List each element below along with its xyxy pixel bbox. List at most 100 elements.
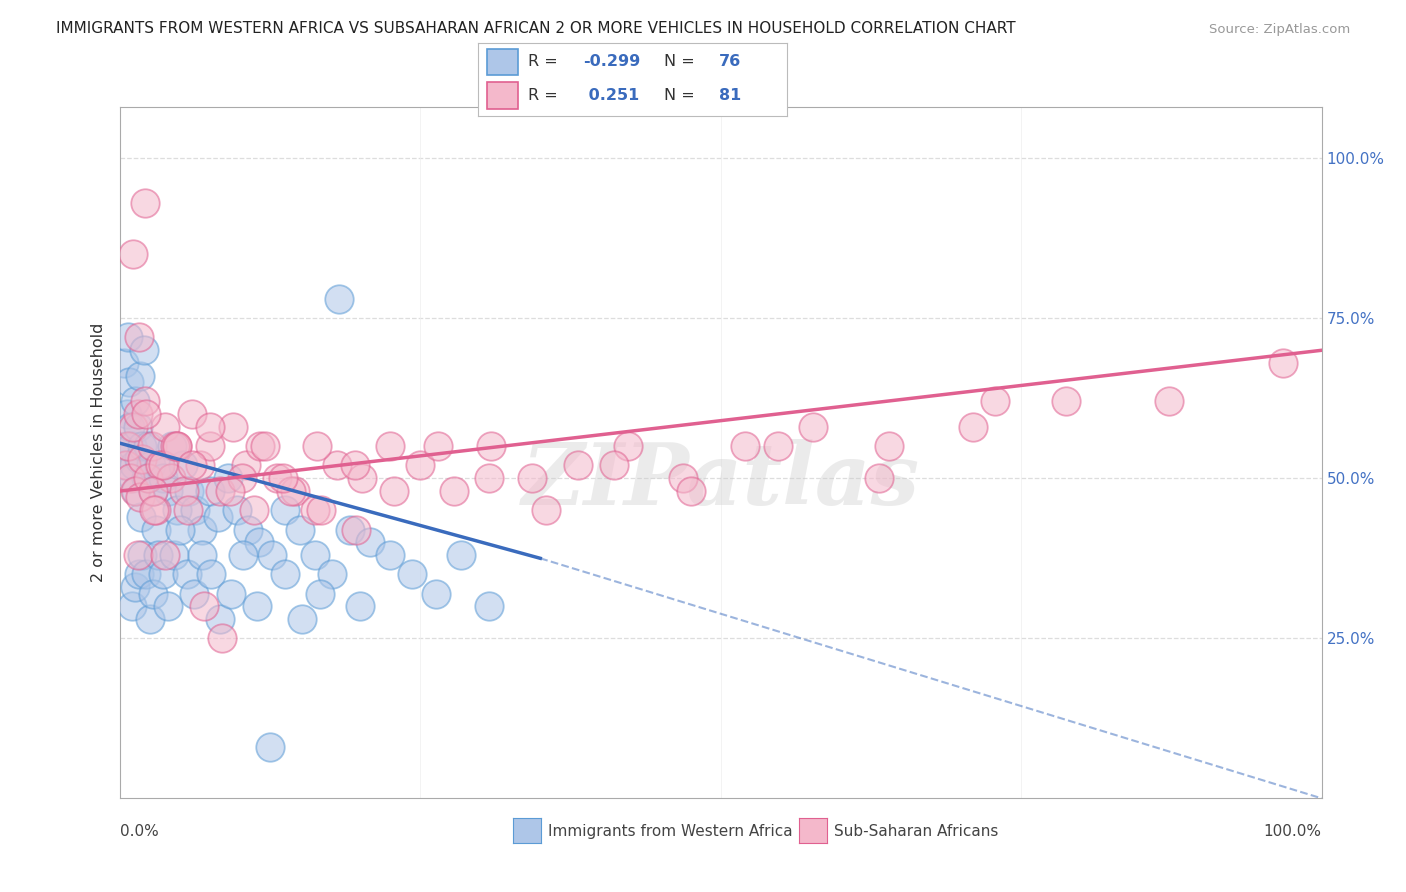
Point bbox=[127, 420, 149, 434]
Text: Sub-Saharan Africans: Sub-Saharan Africans bbox=[834, 824, 998, 838]
Point bbox=[124, 394, 146, 409]
Point bbox=[162, 548, 184, 562]
Y-axis label: 2 or more Vehicles in Household: 2 or more Vehicles in Household bbox=[91, 323, 107, 582]
Point bbox=[142, 586, 165, 600]
Point bbox=[131, 548, 153, 562]
Point bbox=[179, 484, 201, 499]
Text: Immigrants from Western Africa: Immigrants from Western Africa bbox=[548, 824, 793, 838]
Point bbox=[180, 407, 202, 421]
Point bbox=[121, 471, 143, 485]
Point bbox=[288, 523, 311, 537]
Text: 81: 81 bbox=[720, 88, 741, 103]
Point bbox=[200, 567, 222, 582]
Point bbox=[253, 439, 276, 453]
Bar bbox=[488, 49, 519, 75]
Point bbox=[479, 439, 502, 453]
Point bbox=[153, 548, 176, 562]
Point bbox=[304, 503, 326, 517]
Point bbox=[382, 484, 405, 499]
Point bbox=[274, 503, 297, 517]
Point bbox=[131, 439, 153, 453]
Point bbox=[129, 509, 152, 524]
Point bbox=[247, 535, 270, 549]
Point bbox=[877, 439, 900, 453]
Point bbox=[427, 439, 450, 453]
Point bbox=[211, 632, 233, 646]
Point bbox=[734, 439, 756, 453]
Point bbox=[138, 471, 160, 485]
Point bbox=[156, 484, 179, 499]
Point bbox=[184, 503, 207, 517]
Point bbox=[128, 567, 150, 582]
Point bbox=[132, 343, 155, 358]
Point bbox=[149, 458, 172, 473]
Point bbox=[124, 484, 146, 499]
Point bbox=[138, 612, 160, 626]
Text: N =: N = bbox=[664, 54, 700, 70]
Point bbox=[328, 292, 350, 306]
Point bbox=[801, 420, 824, 434]
Point bbox=[443, 484, 465, 499]
Point bbox=[118, 376, 141, 390]
Point bbox=[139, 458, 162, 473]
Point bbox=[209, 484, 232, 499]
Point bbox=[166, 439, 188, 453]
Point bbox=[115, 407, 138, 421]
Point bbox=[236, 523, 259, 537]
Point bbox=[378, 439, 401, 453]
Point bbox=[219, 484, 242, 499]
Point bbox=[156, 599, 179, 614]
Point bbox=[280, 484, 302, 499]
Point bbox=[274, 567, 297, 582]
Point bbox=[143, 503, 166, 517]
Point bbox=[226, 503, 249, 517]
Point bbox=[262, 548, 284, 562]
Point bbox=[209, 612, 232, 626]
Point bbox=[135, 567, 157, 582]
Point bbox=[305, 439, 328, 453]
Point bbox=[138, 439, 160, 453]
Point bbox=[120, 420, 142, 434]
Point bbox=[450, 548, 472, 562]
Point bbox=[120, 471, 142, 485]
Point bbox=[117, 439, 139, 453]
Point bbox=[160, 471, 183, 485]
Point bbox=[134, 394, 156, 409]
Point bbox=[868, 471, 890, 485]
Point bbox=[128, 330, 150, 344]
Point bbox=[291, 612, 314, 626]
Point bbox=[221, 586, 243, 600]
Point bbox=[162, 439, 184, 453]
Point bbox=[235, 458, 257, 473]
Text: Source: ZipAtlas.com: Source: ZipAtlas.com bbox=[1209, 22, 1350, 36]
Point bbox=[243, 503, 266, 517]
Point bbox=[193, 599, 215, 614]
Text: N =: N = bbox=[664, 88, 700, 103]
Point bbox=[183, 586, 205, 600]
Point bbox=[1054, 394, 1077, 409]
Point bbox=[672, 471, 695, 485]
Point bbox=[169, 523, 191, 537]
Point bbox=[1157, 394, 1180, 409]
Point bbox=[425, 586, 447, 600]
Point bbox=[326, 458, 349, 473]
Point bbox=[188, 458, 211, 473]
Point bbox=[304, 548, 326, 562]
Text: 100.0%: 100.0% bbox=[1264, 824, 1322, 838]
Point bbox=[401, 567, 423, 582]
Point bbox=[146, 548, 169, 562]
Point bbox=[477, 599, 499, 614]
Point bbox=[617, 439, 640, 453]
Point bbox=[198, 439, 221, 453]
Point bbox=[536, 503, 558, 517]
Point bbox=[180, 458, 202, 473]
Text: 0.251: 0.251 bbox=[583, 88, 640, 103]
Point bbox=[134, 196, 156, 211]
Point bbox=[352, 471, 374, 485]
Point bbox=[153, 420, 176, 434]
Point bbox=[266, 471, 288, 485]
Point bbox=[142, 484, 165, 499]
Point bbox=[232, 548, 254, 562]
Point bbox=[249, 439, 271, 453]
Point bbox=[152, 458, 174, 473]
